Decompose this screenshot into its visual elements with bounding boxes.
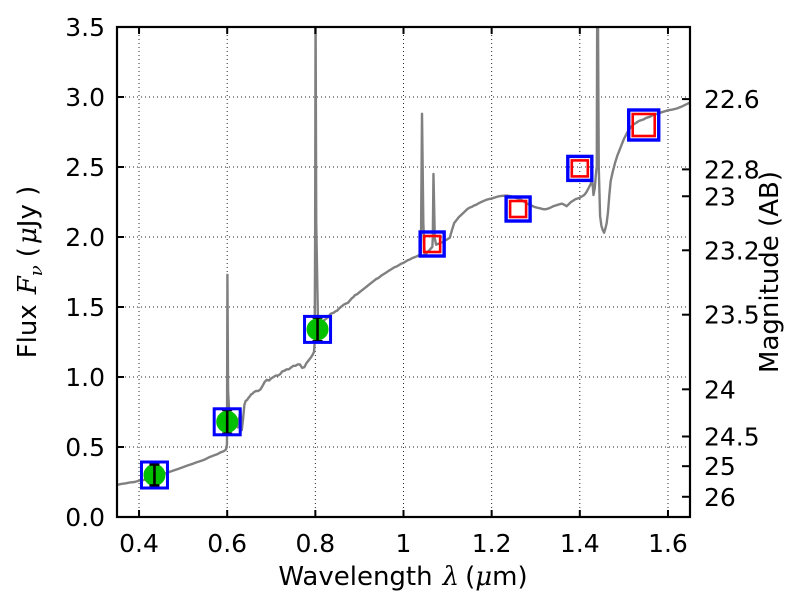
- right-axis-tick-label: 23: [704, 182, 736, 211]
- right-axis-tick-label: 24.5: [704, 423, 760, 452]
- model-square-marker[interactable]: [627, 108, 661, 142]
- data-point-marker[interactable]: [627, 108, 661, 142]
- x-axis-tick-label: 0.4: [119, 529, 159, 558]
- axis-tick-labels: 0.4 0.6 0.8 1 1.2 1.4 1.6 0.0 0.5 1.0 1.5 2.0 2.5 3.0…: [65, 13, 759, 558]
- model-square-marker[interactable]: [504, 195, 532, 223]
- y-axis-tick-label: 2.0: [65, 223, 105, 252]
- right-axis-tick-label: 26: [704, 483, 736, 512]
- model-square-marker[interactable]: [139, 460, 169, 490]
- model-square-marker[interactable]: [303, 314, 333, 344]
- data-point-marker[interactable]: [418, 230, 446, 258]
- error-bar: [149, 463, 160, 487]
- data-point-marker[interactable]: [139, 460, 169, 490]
- svg-text:FluxFν(μJy ): FluxFν(μJy ): [13, 186, 47, 359]
- model-square-marker[interactable]: [212, 407, 242, 437]
- y-axis-tick-label: 1.5: [65, 293, 105, 322]
- y-axis-right-title: Magnitude (AB): [755, 171, 785, 373]
- right-axis-tick-label: 22.8: [704, 155, 760, 184]
- y-axis-tick-label: 3.5: [65, 13, 105, 42]
- photometry-markers: [139, 108, 661, 490]
- data-point-marker[interactable]: [212, 407, 242, 437]
- x-axis-tick-label: 1.6: [648, 529, 688, 558]
- right-axis-title-text: Magnitude (AB): [755, 171, 785, 373]
- y-axis-tick-label: 2.5: [65, 153, 105, 182]
- grid-lines: [117, 27, 690, 518]
- x-axis-title: Wavelength λ (μm): [278, 562, 527, 592]
- y-axis-tick-label: 1.0: [65, 363, 105, 392]
- axis-ticks: [117, 26, 690, 518]
- x-axis-tick-label: 0.6: [207, 529, 247, 558]
- observed-square-marker[interactable]: [422, 234, 442, 254]
- y-axis-tick-label: 0.0: [65, 503, 105, 532]
- data-point-marker[interactable]: [303, 314, 333, 344]
- data-point-marker[interactable]: [566, 154, 594, 183]
- y-axis-title: FluxFν(μJy ): [13, 186, 47, 359]
- right-axis-tick-label: 25: [704, 452, 736, 481]
- observed-square-marker[interactable]: [631, 112, 657, 138]
- right-axis-tick-label: 23.5: [704, 301, 760, 330]
- right-axis-tick-label: 24: [704, 375, 736, 404]
- x-axis-tick-label: 1: [396, 529, 412, 558]
- observed-square-marker[interactable]: [570, 159, 590, 178]
- x-axis-tick-label: 1.2: [472, 529, 512, 558]
- right-axis-tick-label: 22.6: [704, 85, 760, 114]
- data-point-marker[interactable]: [504, 195, 532, 223]
- x-axis-tick-label: 0.8: [295, 529, 335, 558]
- y-axis-tick-label: 3.0: [65, 83, 105, 112]
- model-square-marker[interactable]: [566, 154, 594, 183]
- model-square-marker[interactable]: [418, 230, 446, 258]
- observed-square-marker[interactable]: [508, 199, 528, 219]
- y-axis-tick-label: 0.5: [65, 433, 105, 462]
- right-axis-tick-label: 23.2: [704, 236, 760, 265]
- x-axis-tick-label: 1.4: [560, 529, 600, 558]
